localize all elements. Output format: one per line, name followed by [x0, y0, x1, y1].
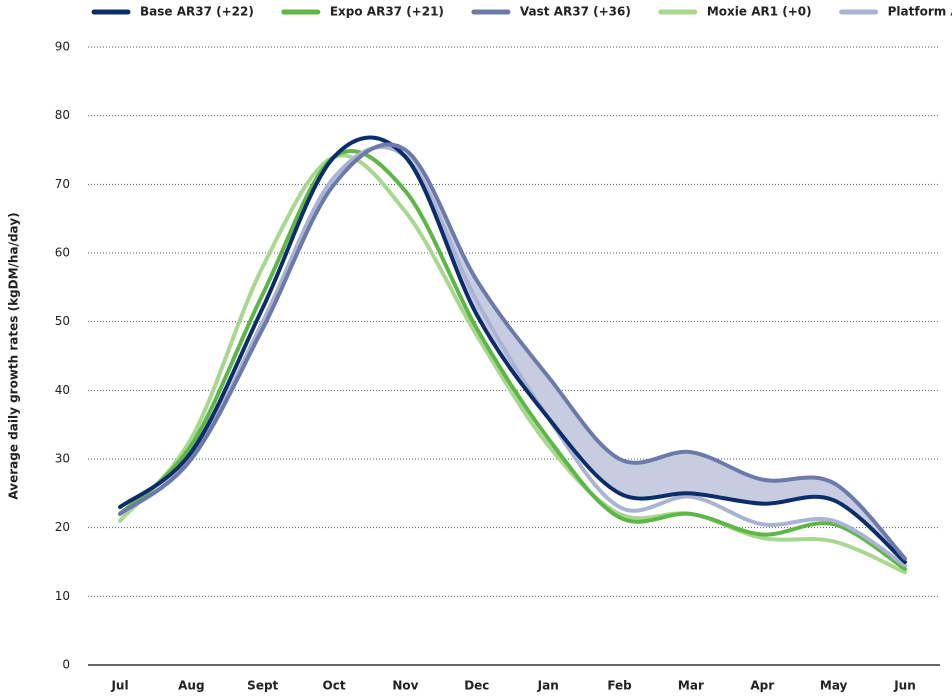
- x-tick-label: Feb: [607, 679, 632, 693]
- y-tick-label: 40: [55, 383, 70, 397]
- x-tick-label: Mar: [678, 679, 704, 693]
- y-axis-label: Average daily growth rates (kgDM/ha/day): [7, 212, 21, 499]
- y-tick-label: 20: [55, 520, 70, 534]
- shade-area: [405, 150, 905, 562]
- y-tick-label: 80: [55, 108, 70, 122]
- x-tick-label: Aug: [178, 679, 204, 693]
- line-series: [118, 153, 907, 575]
- y-tick-label: 30: [55, 452, 70, 466]
- y-tick-label: 70: [55, 177, 70, 191]
- x-tick-label: Nov: [392, 679, 418, 693]
- legend-label: Expo AR37 (+21): [330, 5, 444, 19]
- y-tick-label: 90: [55, 40, 70, 54]
- y-tick-label: 10: [55, 589, 70, 603]
- x-tick-label: Jan: [537, 679, 559, 693]
- legend-label: Platform AR37 (+12): [888, 5, 952, 19]
- x-tick-label: Jul: [110, 679, 128, 693]
- x-tick-label: May: [820, 679, 848, 693]
- y-tick-label: 0: [62, 658, 70, 672]
- line-series: [118, 142, 907, 561]
- x-tick-label: Oct: [323, 679, 346, 693]
- x-tick-label: Apr: [750, 679, 774, 693]
- legend-label: Base AR37 (+22): [140, 5, 254, 19]
- legend-label: Vast AR37 (+36): [520, 5, 631, 19]
- line-series: [118, 135, 907, 564]
- x-tick-label: Jun: [893, 679, 916, 693]
- y-tick-label: 50: [55, 314, 70, 328]
- line-series: [118, 149, 907, 571]
- x-tick-label: Sept: [247, 679, 278, 693]
- x-tick-label: Dec: [464, 679, 489, 693]
- line-series: [118, 145, 907, 568]
- legend-label: Moxie AR1 (+0): [707, 5, 812, 19]
- y-tick-label: 60: [55, 246, 70, 260]
